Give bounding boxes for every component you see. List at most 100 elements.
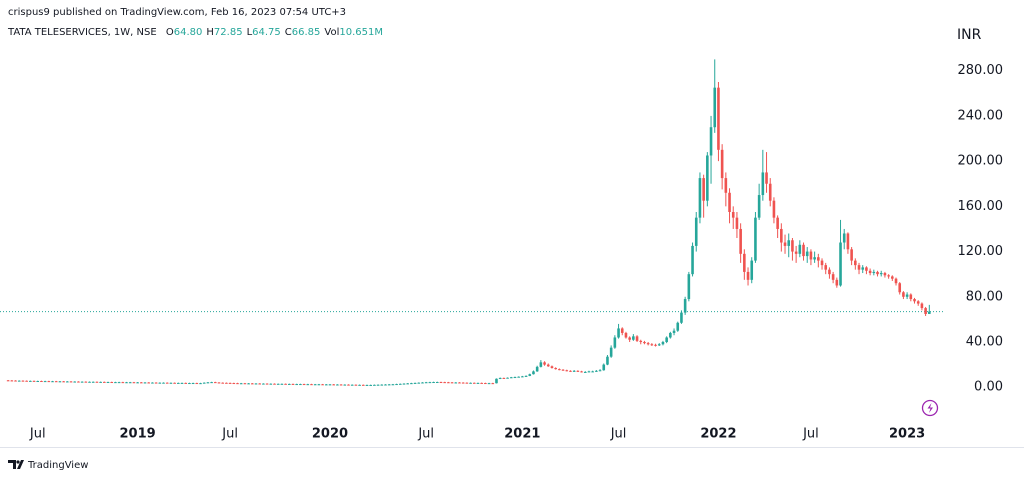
candle-body	[77, 381, 80, 383]
candle-body	[879, 273, 883, 275]
candle-body	[273, 383, 276, 385]
candle-body	[317, 384, 321, 386]
candle-body	[421, 382, 424, 384]
candle-body	[435, 382, 439, 384]
candle-body	[724, 178, 728, 193]
lightning-icon	[921, 399, 939, 417]
candle-body	[369, 384, 372, 386]
candle-body	[702, 178, 705, 201]
candle-body	[824, 265, 828, 270]
candle-body	[69, 381, 73, 383]
candle-body	[384, 384, 387, 386]
candle-body	[558, 369, 561, 371]
candle-body	[802, 244, 805, 257]
candle-body	[472, 382, 476, 384]
candle-body	[265, 383, 269, 385]
candle-body	[443, 382, 446, 384]
candle-body	[898, 283, 902, 293]
candle-body	[343, 384, 347, 386]
candle-body	[635, 336, 639, 341]
candle-body	[73, 381, 77, 383]
candle-body	[476, 382, 480, 384]
candle-body	[572, 370, 576, 372]
candle-body	[428, 382, 432, 384]
candle-body	[717, 87, 720, 150]
candle-body	[535, 366, 539, 372]
x-tick-label: Jul	[221, 427, 238, 442]
candle-body	[617, 328, 620, 338]
candle-body	[754, 217, 757, 261]
candle-body	[509, 377, 513, 379]
x-tick-label: 2019	[120, 427, 156, 442]
x-tick-label: Jul	[610, 427, 627, 442]
candle-body	[158, 382, 162, 384]
candle-body	[857, 265, 861, 270]
y-tick-label: 40.00	[966, 335, 1003, 350]
candle-body	[169, 382, 173, 384]
y-tick-label: 240.00	[958, 108, 1004, 123]
candle-body	[683, 299, 687, 313]
candle-body	[576, 370, 580, 372]
candle-body	[632, 336, 635, 340]
y-tick-label: 80.00	[966, 289, 1003, 304]
ohlc-value: 64.75	[252, 27, 281, 38]
x-tick-label: Jul	[417, 427, 434, 442]
candle-body	[465, 382, 469, 384]
candle-body	[498, 377, 502, 379]
candle-body	[517, 376, 520, 378]
ohlc-label: O	[166, 27, 174, 38]
candle-body	[136, 382, 139, 384]
candle-body	[154, 382, 158, 384]
candle-body	[121, 382, 125, 384]
candle-body	[54, 381, 58, 383]
candle-body	[506, 377, 509, 379]
candle-body	[280, 383, 284, 385]
candle-body	[694, 217, 698, 246]
candle-body	[358, 384, 361, 386]
candle-body	[25, 380, 28, 382]
candle-body	[887, 275, 890, 277]
candle-body	[761, 172, 765, 196]
candle-body	[583, 371, 587, 373]
candle-body	[291, 383, 295, 385]
candle-body	[432, 382, 435, 384]
candle-body	[713, 87, 717, 128]
footer-brand: TradingView	[27, 460, 88, 471]
candle-body	[491, 383, 495, 385]
candle-body	[787, 240, 791, 246]
candle-body	[532, 371, 535, 375]
candle-body	[587, 371, 591, 373]
candle-body	[454, 382, 458, 384]
candle-body	[928, 311, 931, 314]
candle-body	[776, 217, 779, 229]
candle-body	[665, 337, 668, 342]
candle-body	[195, 383, 199, 385]
tv-logo	[8, 460, 24, 469]
candle-body	[299, 384, 302, 386]
candle-body	[336, 384, 339, 386]
candle-body	[188, 383, 191, 385]
candle-body	[672, 330, 676, 333]
candle-body	[487, 383, 491, 385]
candle-body	[620, 328, 624, 333]
candle-body	[106, 382, 110, 384]
candle-body	[650, 344, 654, 346]
candle-body	[609, 347, 613, 357]
candle-body	[103, 381, 106, 383]
x-tick-label: 2022	[700, 427, 736, 442]
y-tick-label: 0.00	[974, 380, 1003, 395]
candle-body	[735, 217, 739, 229]
candle-body	[743, 253, 746, 272]
candle-body	[831, 274, 835, 280]
candle-body	[254, 383, 258, 385]
candle-body	[310, 384, 313, 386]
candle-body	[165, 382, 169, 384]
candle-body	[643, 342, 646, 344]
ohlc-value: 66.85	[292, 27, 321, 38]
candle-body	[288, 383, 291, 385]
candle-body	[546, 364, 550, 367]
candle-body	[817, 257, 820, 261]
candle-body	[276, 383, 280, 385]
